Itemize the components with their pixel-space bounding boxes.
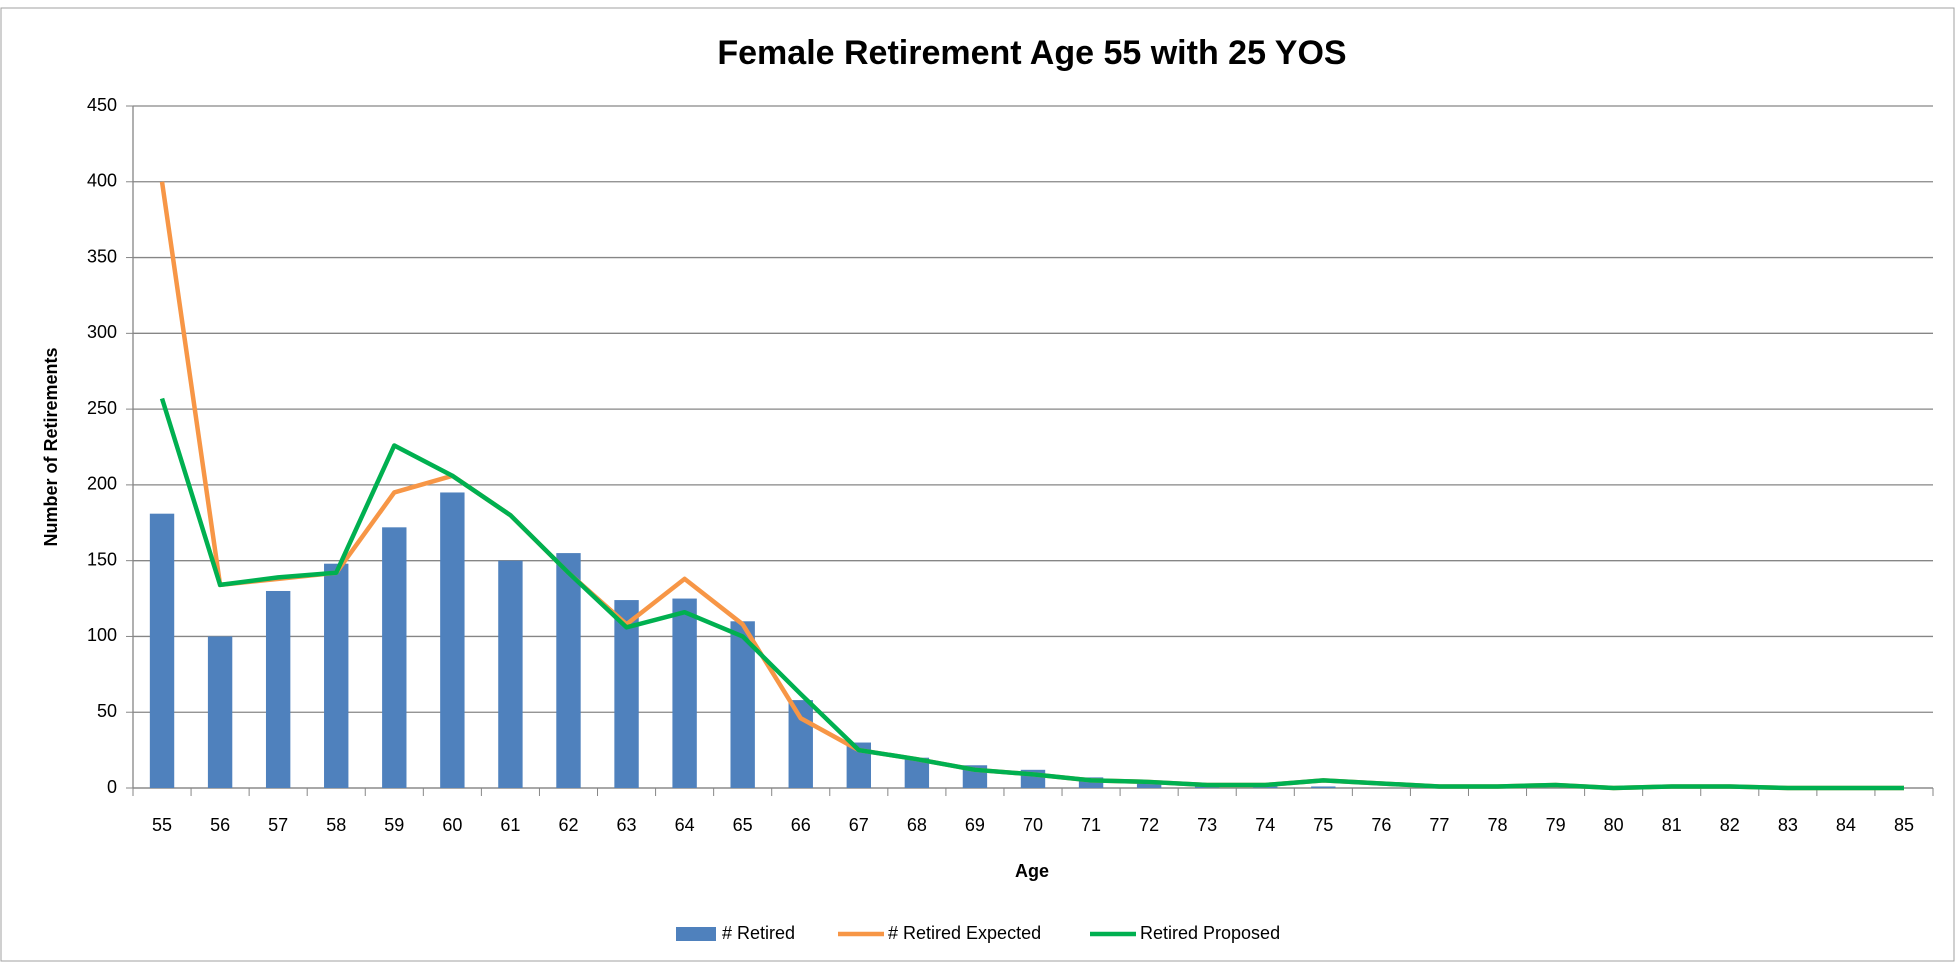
bar [382, 527, 407, 788]
legend-label: # Retired Expected [888, 923, 1041, 943]
x-tick-label: 65 [733, 815, 753, 835]
bar [788, 700, 813, 788]
x-tick-label: 63 [617, 815, 637, 835]
x-tick-label: 82 [1720, 815, 1740, 835]
y-tick-label: 150 [87, 549, 117, 569]
x-tick-label: 64 [675, 815, 695, 835]
y-tick-label: 300 [87, 322, 117, 342]
bar [440, 492, 465, 788]
x-tick-label: 57 [268, 815, 288, 835]
x-tick-label: 60 [442, 815, 462, 835]
y-tick-label: 200 [87, 474, 117, 494]
bar [556, 553, 581, 788]
bar [1136, 783, 1162, 788]
legend-label: # Retired [722, 923, 795, 943]
x-tick-label: 67 [849, 815, 869, 835]
x-tick-label: 75 [1313, 815, 1333, 835]
y-tick-label: 0 [107, 777, 117, 797]
bar [265, 590, 291, 788]
x-tick-label: 55 [152, 815, 172, 835]
bar [730, 621, 755, 788]
legend-label: Retired Proposed [1140, 923, 1280, 943]
bar [1195, 786, 1220, 788]
bar [207, 636, 233, 788]
x-tick-label: 68 [907, 815, 927, 835]
x-tick-label: 74 [1255, 815, 1275, 835]
bar [672, 598, 697, 788]
bar [149, 513, 175, 788]
x-tick-label: 78 [1488, 815, 1508, 835]
x-tick-label: 72 [1139, 815, 1159, 835]
x-tick-label: 70 [1023, 815, 1043, 835]
x-tick-label: 59 [384, 815, 404, 835]
x-tick-label: 56 [210, 815, 230, 835]
y-tick-label: 400 [87, 171, 117, 191]
x-tick-label: 58 [326, 815, 346, 835]
x-tick-label: 71 [1081, 815, 1101, 835]
x-tick-label: 77 [1429, 815, 1449, 835]
y-tick-label: 50 [97, 701, 117, 721]
x-tick-label: 83 [1778, 815, 1798, 835]
x-tick-label: 73 [1197, 815, 1217, 835]
x-axis-title: Age [1015, 861, 1049, 881]
bar [614, 600, 639, 788]
bar [1253, 786, 1278, 788]
x-tick-label: 61 [500, 815, 520, 835]
x-tick-label: 69 [965, 815, 985, 835]
bar [498, 560, 523, 788]
y-tick-label: 350 [87, 246, 117, 266]
x-tick-label: 76 [1371, 815, 1391, 835]
bar [324, 563, 349, 788]
bar [1078, 777, 1104, 788]
y-tick-label: 100 [87, 625, 117, 645]
x-tick-label: 79 [1546, 815, 1566, 835]
x-tick-label: 80 [1604, 815, 1624, 835]
bar [1311, 786, 1336, 788]
y-tick-label: 250 [87, 398, 117, 418]
line [159, 397, 1904, 791]
y-tick-label: 450 [87, 95, 117, 115]
y-axis-title: Number of Retirements [41, 347, 61, 546]
x-tick-label: 66 [791, 815, 811, 835]
x-tick-label: 85 [1894, 815, 1914, 835]
chart-title: Female Retirement Age 55 with 25 YOS [717, 34, 1346, 72]
x-tick-label: 81 [1662, 815, 1682, 835]
x-tick-label: 62 [558, 815, 578, 835]
x-tick-label: 84 [1836, 815, 1856, 835]
legend-swatch [676, 927, 716, 941]
